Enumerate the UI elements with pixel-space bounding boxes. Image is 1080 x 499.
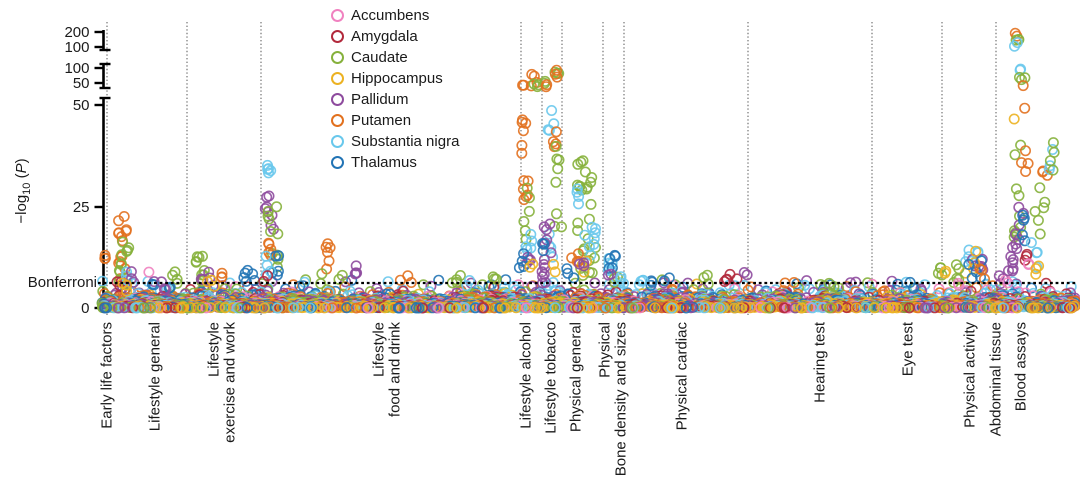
legend-ring-icon — [331, 114, 344, 127]
legend-label: Pallidum — [351, 91, 409, 108]
x-category-label: Bone density and sizes — [613, 322, 630, 476]
y-tick-label: 0 — [81, 300, 89, 317]
peak-points — [99, 27, 1060, 297]
legend-label: Substantia nigra — [351, 133, 460, 150]
x-category-label: Early life factors — [99, 322, 116, 429]
x-category-label: Lifestyle — [371, 322, 388, 377]
y-tick-label: 50 — [73, 75, 90, 92]
legend-ring-icon — [331, 30, 344, 43]
x-category-label: Eye test — [900, 321, 917, 376]
y-axis-label-sub: 10 — [21, 182, 33, 195]
legend-item-accumbens: Accumbens — [331, 8, 429, 23]
x-category-label: Physical cardiac — [674, 322, 691, 431]
legend-label: Accumbens — [351, 7, 430, 24]
legend-item-caudate: Caudate — [331, 50, 408, 65]
x-category-label: Physical activity — [962, 322, 979, 428]
x-category-label: Lifestyle alcohol — [518, 322, 535, 429]
legend-item-substantia-nigra: Substantia nigra — [331, 134, 459, 149]
y-axis-label-prefix: −log — [13, 194, 30, 224]
legend-label: Hippocampus — [351, 70, 443, 87]
x-category-label: Hearing test — [812, 321, 829, 403]
bonferroni-label: Bonferroni — [27, 274, 97, 291]
legend-ring-icon — [331, 156, 344, 169]
y-tick-label: 200 — [64, 24, 89, 41]
x-category-labels: Early life factors Lifestyle general Lifes… — [99, 321, 1030, 476]
legend-ring-icon — [331, 93, 344, 106]
legend-label: Amygdala — [351, 28, 418, 45]
x-category-label: Lifestyle — [206, 322, 223, 377]
legend-ring-icon — [331, 135, 344, 148]
legend-item-pallidum: Pallidum — [331, 92, 409, 107]
y-axis-label-open: ( — [13, 173, 30, 183]
x-category-label: Lifestyle general — [147, 322, 164, 431]
y-tick-label: 25 — [73, 199, 90, 216]
x-category-label: Physical general — [568, 322, 585, 432]
legend-ring-icon — [331, 51, 344, 64]
legend-ring-icon — [331, 72, 344, 85]
y-tick-label: 100 — [64, 39, 89, 56]
x-category-label: Lifestyle tobacco — [543, 322, 560, 434]
x-category-label: exercise and work — [222, 322, 239, 443]
legend-label: Putamen — [351, 112, 412, 129]
y-axis-label-close: ) — [13, 158, 30, 164]
y-tick-label: 100 — [64, 60, 89, 77]
legend-item-amygdala: Amygdala — [331, 29, 418, 44]
x-category-label: Abdominal tissue — [988, 322, 1005, 436]
legend-item-putamen: Putamen — [331, 113, 411, 128]
legend-label: Thalamus — [351, 154, 417, 171]
y-axis-label: −log10 (P) — [13, 111, 33, 271]
legend-ring-icon — [331, 9, 344, 22]
x-category-label: Physical — [597, 322, 614, 378]
legend-label: Caudate — [351, 49, 408, 66]
x-category-label: Blood assays — [1013, 322, 1030, 411]
y-axis-label-p: P — [13, 163, 30, 174]
y-tick-label: 50 — [73, 97, 90, 114]
x-category-label: food and drink — [387, 322, 404, 418]
legend-item-hippocampus: Hippocampus — [331, 71, 443, 86]
baseline-points — [96, 274, 1080, 314]
legend-item-thalamus: Thalamus — [331, 155, 417, 170]
